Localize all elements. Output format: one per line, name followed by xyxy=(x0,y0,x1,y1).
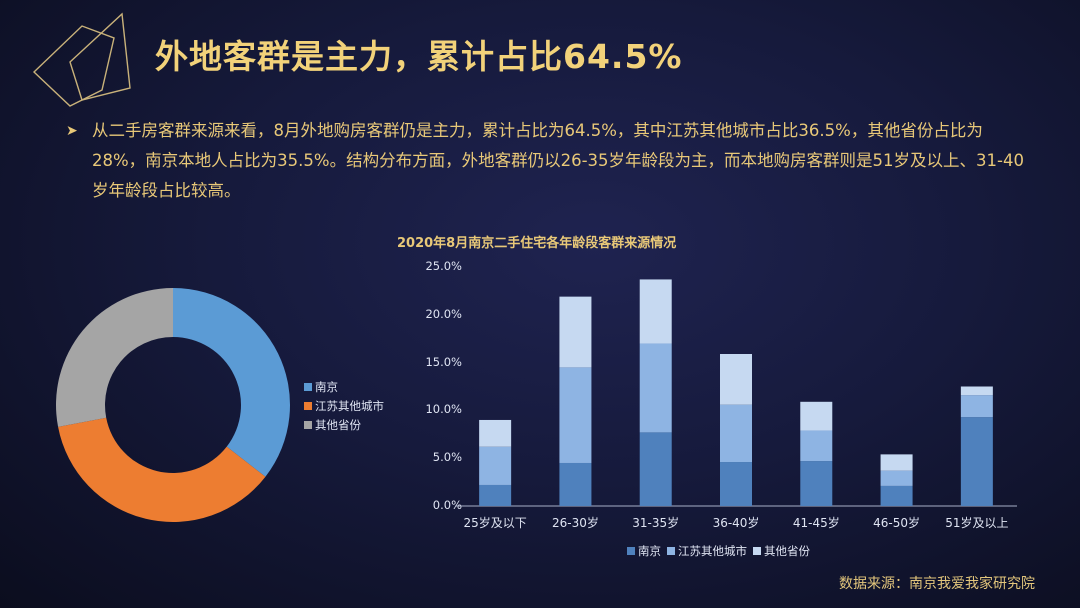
donut-chart xyxy=(55,288,290,522)
bar-segment xyxy=(639,343,672,433)
y-tick-label: 10.0% xyxy=(425,402,462,417)
legend-swatch-icon xyxy=(304,401,312,410)
x-tick-label: 25岁及以下 xyxy=(463,516,527,530)
bar-segment xyxy=(960,395,993,418)
legend-label: 南京 xyxy=(638,544,661,558)
data-source: 数据来源：南京我爱我家研究院 xyxy=(839,576,1035,592)
bar-segment xyxy=(479,484,512,506)
decorative-polygon-icon xyxy=(32,12,131,107)
x-tick-label: 36-40岁 xyxy=(712,516,760,530)
legend-label: 其他省份 xyxy=(315,417,361,432)
x-tick-label: 26-30岁 xyxy=(551,516,599,530)
bar-segment xyxy=(720,462,752,506)
legend-item: 其他省份 xyxy=(753,543,810,559)
donut-slice xyxy=(173,288,290,477)
legend-swatch-icon xyxy=(304,382,312,391)
bar-segment xyxy=(880,485,913,506)
bar-segment xyxy=(559,462,592,506)
y-tick-label: 25.0% xyxy=(425,259,462,273)
donut-slice xyxy=(58,417,266,522)
x-tick-label: 41-45岁 xyxy=(792,516,840,530)
x-tick-label: 46-50岁 xyxy=(873,516,920,530)
bar-segment xyxy=(800,461,833,506)
y-tick-label: 5.0% xyxy=(432,450,462,465)
y-tick-label: 20.0% xyxy=(425,306,462,321)
legend-swatch-icon xyxy=(753,547,761,555)
bar-segment xyxy=(880,470,913,486)
x-tick-label: 51岁及以上 xyxy=(945,516,1009,530)
legend-label: 南京 xyxy=(315,379,338,394)
legend-item: 江苏其他城市 xyxy=(304,396,384,415)
legend-item: 南京 xyxy=(304,377,384,396)
y-tick-label: 15.0% xyxy=(425,354,462,369)
bar-chart-title: 2020年8月南京二手住宅各年龄段客群来源情况 xyxy=(397,236,677,251)
bar-segment xyxy=(880,454,913,471)
bar-segment xyxy=(559,296,592,368)
legend-label: 江苏其他城市 xyxy=(315,398,384,413)
slide-title: 外地客群是主力，累计占比64.5% xyxy=(155,37,683,76)
bar-segment xyxy=(479,419,512,447)
legend-item: 其他省份 xyxy=(304,415,384,434)
bar-segment xyxy=(800,430,833,462)
legend-swatch-icon xyxy=(304,420,312,429)
donut-slice xyxy=(55,288,173,427)
bar-segment xyxy=(960,386,993,396)
bar-segment xyxy=(639,279,672,344)
bar-segment xyxy=(720,353,752,405)
summary-text: 从二手房客群来源来看，8月外地购房客群仍是主力，累计占比为64.5%，其中江苏其… xyxy=(92,121,1024,200)
bar-segment xyxy=(720,404,752,463)
donut-legend: 南京江苏其他城市 其他省份 xyxy=(304,377,384,434)
legend-swatch-icon xyxy=(667,547,675,555)
bar-legend: 南京 江苏其他城市 其他省份 xyxy=(627,543,810,559)
arrow-bullet-icon: ➤ xyxy=(66,123,78,139)
y-tick-label: 0.0% xyxy=(432,498,462,512)
bar-segment xyxy=(479,446,512,485)
legend-item: 江苏其他城市 xyxy=(667,543,747,559)
bar-segment xyxy=(639,432,672,506)
legend-swatch-icon xyxy=(627,547,635,555)
bar-segment xyxy=(960,417,993,506)
bar-segment xyxy=(800,401,833,431)
legend-item: 南京 xyxy=(627,543,661,559)
bar-segment xyxy=(559,367,592,463)
x-tick-label: 31-35岁 xyxy=(632,516,680,530)
legend-label: 江苏其他城市 xyxy=(678,544,747,558)
summary-bullet: ➤ 从二手房客群来源来看，8月外地购房客群仍是主力，累计占比为64.5%，其中江… xyxy=(66,116,1026,206)
legend-label: 其他省份 xyxy=(764,544,810,558)
